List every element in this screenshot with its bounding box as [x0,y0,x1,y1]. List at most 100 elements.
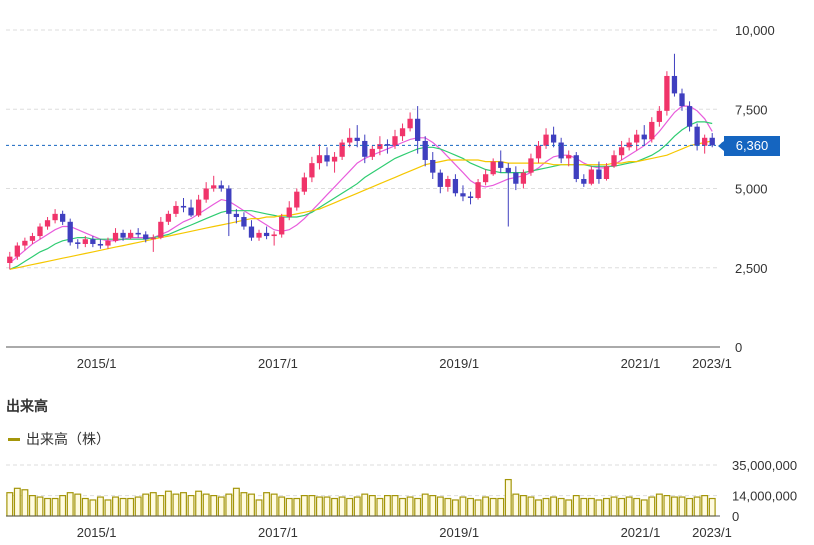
moving-average-line-2 [9,121,713,270]
moving-average-line-3 [9,140,713,270]
volume-legend-label: 出来高（株） [26,431,110,447]
candle-body [641,134,647,140]
candle-body [505,167,511,173]
candle-body [75,242,81,244]
candle-body [664,75,670,111]
volume-bar [157,495,165,517]
candle-body [369,148,375,157]
candle-body [143,234,149,240]
candle-body [694,126,700,146]
current-price-tag: 6,360 [724,136,780,156]
volume-section-title: 出来高 [6,398,48,414]
volume-x-tick-label: 2017/1 [258,525,298,540]
candle-body [573,155,579,179]
candle-body [263,232,270,237]
candle-body [618,147,625,156]
volume-bar [134,496,142,517]
candle-body [679,93,685,107]
candle-body [588,169,595,184]
candle-body [354,137,360,141]
volume-legend[interactable]: 出来高（株） [8,429,110,449]
candle-body [90,239,96,244]
candle-body [467,196,474,199]
candle-body [347,137,353,143]
candle-body [82,239,88,244]
volume-bar [21,489,29,517]
volume-y-tick-label: 0 [732,509,739,524]
candle-body [60,213,66,222]
candle-body [460,193,466,197]
price-y-tick-label: 2,500 [735,261,768,276]
candle-body [437,172,443,187]
volume-y-tick-label: 35,000,000 [732,458,797,473]
candle-body [649,121,655,140]
candle-body [528,158,534,173]
candle-body [271,234,277,237]
volume-bar [406,496,414,517]
volume-bar [391,495,399,517]
volume-bar [331,497,339,517]
candle-body [188,207,194,216]
candle-body [195,199,202,216]
candle-body [686,106,693,127]
candle-body [603,166,610,179]
volume-bar [451,499,459,517]
volume-bar [693,496,701,517]
price-y-tick-label: 10,000 [735,23,775,38]
volume-bar [149,492,157,517]
candle-body [452,178,459,194]
volume-bar [603,497,610,517]
volume-x-tick-label: 2019/1 [439,525,479,540]
volume-bar [550,496,558,517]
candle-body [37,226,43,237]
volume-bar [66,492,74,517]
candle-body [279,217,285,235]
volume-bar [565,499,573,517]
price-x-tick-label: 2017/1 [258,356,298,371]
volume-bar [323,496,331,517]
volume-x-tick-label: 2015/1 [77,525,117,540]
volume-bar [104,499,112,517]
volume-bar [232,487,240,517]
volume-bar [497,497,505,517]
candle-body [566,155,572,159]
candle-body [286,207,292,218]
candle-body [550,134,557,143]
volume-bar [6,492,14,517]
volume-bar [686,497,694,517]
candle-body [248,226,255,238]
price-y-tick-label: 7,500 [735,102,768,117]
volume-bar [278,496,286,517]
candle-body [241,217,247,227]
volume-bar [474,499,482,517]
candle-body [377,144,383,149]
volume-bar [640,499,648,517]
candle-body [362,140,368,157]
volume-bar [421,493,429,517]
volume-bar [467,497,474,517]
candle-body [596,169,602,179]
volume-bar [535,499,542,517]
candle-body [211,185,217,189]
volume-bar [368,495,376,517]
volume-bar [482,496,490,517]
current-price-tag-arrow [718,141,724,151]
volume-bar [217,496,225,517]
volume-bar [655,493,663,517]
volume-bar [89,499,97,517]
candle-body [581,178,587,184]
volume-bar [28,495,36,517]
volume-bar [180,492,187,517]
volume-bar [383,495,391,517]
volume-legend-swatch [8,437,20,441]
candle-body [112,232,119,241]
candle-body [22,240,28,246]
candle-body [203,188,209,200]
candle-body [316,155,323,164]
candle-body [14,245,20,257]
volume-bar [36,496,44,517]
volume-bar [308,495,316,517]
volume-bar [678,496,686,517]
candle-body [558,142,564,159]
volume-bar [361,493,369,517]
